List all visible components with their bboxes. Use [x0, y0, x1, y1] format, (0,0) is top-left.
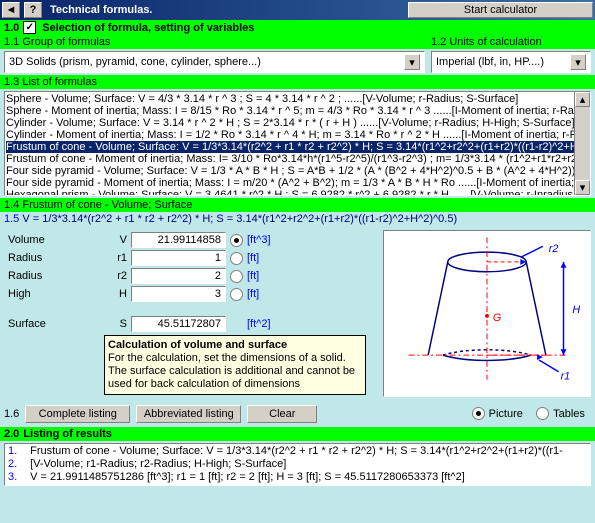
var-input[interactable] — [131, 232, 226, 248]
scrollbar[interactable]: ▴ ▾ — [574, 92, 590, 195]
complete-listing-button[interactable]: Complete listing — [25, 405, 130, 423]
var-symbol: V — [109, 234, 131, 246]
formula-item[interactable]: Sphere - Volume; Surface: V = 4/3 * 3.14… — [6, 93, 589, 105]
units-dropdown-value: Imperial (lbf, in, HP....) — [436, 56, 544, 68]
variable-row: High H [ft] — [4, 286, 379, 302]
var-radio[interactable] — [230, 234, 243, 247]
var-unit[interactable]: [ft^2] — [247, 318, 271, 330]
results-list[interactable]: 1. Frustum of cone - Volume; Surface: V … — [4, 443, 591, 486]
title: Technical formulas. — [50, 4, 406, 16]
formula-item[interactable]: Four side pyramid - Volume; Surface: V =… — [6, 165, 589, 177]
svg-text:G: G — [493, 312, 501, 324]
back-button[interactable]: ◄ — [2, 2, 20, 18]
var-name: Radius — [4, 270, 109, 282]
svg-text:r1: r1 — [561, 371, 571, 383]
picture-radio[interactable] — [472, 407, 485, 420]
chevron-down-icon: ▾ — [570, 54, 586, 70]
formula-item[interactable]: Sphere - Moment of inertia; Mass: I = 8/… — [6, 105, 589, 117]
svg-text:r2: r2 — [549, 243, 559, 255]
scroll-up-icon[interactable]: ▴ — [575, 92, 590, 107]
formula-item[interactable]: Hexagonal prism - Volume; Surface: V = 3… — [6, 189, 589, 196]
var-radio[interactable] — [230, 288, 243, 301]
start-calculator-button[interactable]: Start calculator — [408, 2, 593, 18]
var-name: Radius — [4, 252, 109, 264]
result-line: 2. [V-Volume; r1-Radius; r2-Radius; H-Hi… — [6, 458, 589, 471]
variable-row: Radius r2 [ft] — [4, 268, 379, 284]
var-input[interactable] — [131, 268, 226, 284]
result-line: 3. V = 21.9911485751286 [ft^3]; r1 = 1 [… — [6, 471, 589, 484]
var-name: Volume — [4, 234, 109, 246]
var-input[interactable] — [131, 316, 226, 332]
var-unit[interactable]: [ft] — [247, 252, 259, 264]
section-2-header: 2.0 Listing of results — [0, 427, 595, 441]
tables-label: Tables — [553, 408, 585, 420]
group-dropdown[interactable]: 3D Solids (prism, pyramid, cone, cylinde… — [4, 51, 425, 73]
svg-text:H: H — [572, 304, 580, 316]
var-input[interactable] — [131, 286, 226, 302]
formula-list[interactable]: Sphere - Volume; Surface: V = 4/3 * 3.14… — [4, 91, 591, 196]
chevron-down-icon: ▾ — [404, 54, 420, 70]
section-14-header: 1.4 Frustum of cone - Volume; Surface — [0, 198, 595, 212]
var-unit[interactable]: [ft] — [247, 270, 259, 282]
clear-button[interactable]: Clear — [247, 405, 317, 423]
help-button[interactable]: ? — [24, 2, 42, 18]
section-16-num: 1.6 — [4, 408, 19, 420]
section-13-header: 1.3 List of formulas — [0, 75, 595, 89]
formula-item[interactable]: Cylinder - Volume; Surface: V = 3.14 * r… — [6, 117, 589, 129]
section-1-num: 1.0 — [4, 22, 19, 34]
formula-item[interactable]: Cylinder - Moment of inertia; Mass: I = … — [6, 129, 589, 141]
section-11-header: 1.1 Group of formulas 1.2 Units of calcu… — [0, 35, 595, 49]
var-name: High — [4, 288, 109, 300]
var-input[interactable] — [131, 250, 226, 266]
variable-row: Radius r1 [ft] — [4, 250, 379, 266]
var-radio[interactable] — [230, 270, 243, 283]
formula-item[interactable]: Four side pyramid - Moment of inertia; M… — [6, 177, 589, 189]
tables-radio[interactable] — [536, 407, 549, 420]
picture-label: Picture — [489, 408, 523, 420]
result-line: 1. Frustum of cone - Volume; Surface: V … — [6, 445, 589, 458]
var-unit[interactable]: [ft] — [247, 288, 259, 300]
var-radio[interactable] — [230, 252, 243, 265]
units-dropdown[interactable]: Imperial (lbf, in, HP....) ▾ — [431, 51, 591, 73]
section-2-num: 2.0 — [4, 428, 19, 440]
group-dropdown-value: 3D Solids (prism, pyramid, cone, cylinde… — [9, 56, 261, 68]
variable-row: Volume V [ft^3] — [4, 232, 379, 248]
diagram: r2 r1 H G — [383, 230, 591, 397]
tooltip: Calculation of volume and surface For th… — [104, 335, 366, 395]
section-15-formula: 1.5 V = 1/3*3.14*(r2^2 + r1 * r2 + r2^2)… — [0, 212, 595, 226]
var-symbol: r1 — [109, 252, 131, 264]
abbreviated-listing-button[interactable]: Abbreviated listing — [136, 405, 241, 423]
section-1-header: 1.0 ✓ Selection of formula, setting of v… — [0, 20, 595, 35]
var-name: Surface — [4, 318, 109, 330]
var-symbol: r2 — [109, 270, 131, 282]
var-symbol: H — [109, 288, 131, 300]
var-symbol: S — [109, 318, 131, 330]
scroll-down-icon[interactable]: ▾ — [575, 180, 590, 195]
formula-item[interactable]: Frustum of cone - Moment of inertia; Mas… — [6, 153, 589, 165]
var-unit[interactable]: [ft^3] — [247, 234, 271, 246]
section-2-label: Listing of results — [23, 428, 112, 440]
formula-item[interactable]: Frustum of cone - Volume; Surface: V = 1… — [6, 141, 589, 153]
section-1-label: Selection of formula, setting of variabl… — [42, 22, 254, 34]
section-1-checkbox[interactable]: ✓ — [23, 21, 36, 34]
